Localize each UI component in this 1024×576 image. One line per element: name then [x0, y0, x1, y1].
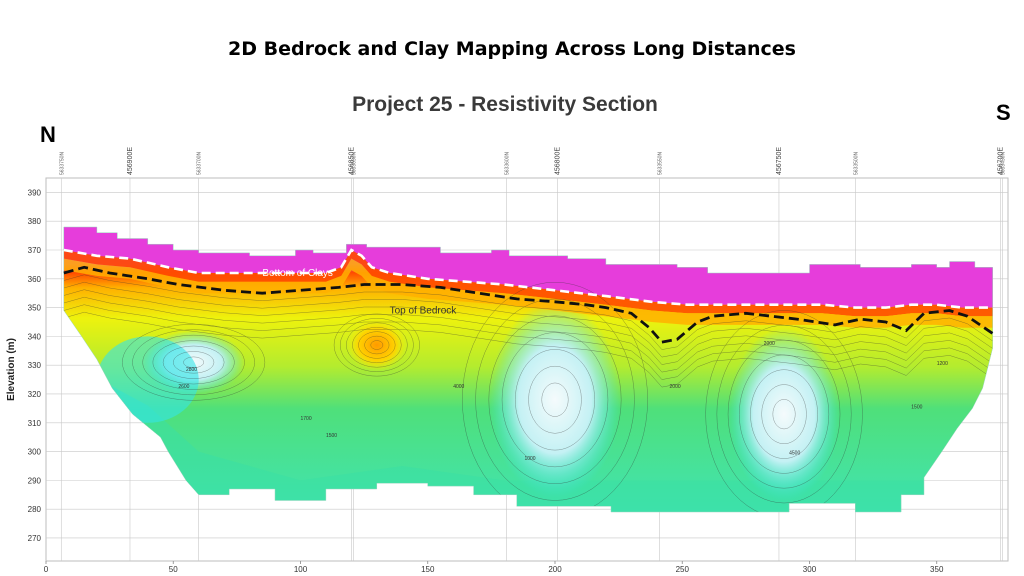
south-label: S [996, 100, 1011, 125]
coordinate-label: 5633700N [197, 152, 203, 175]
x-tick-label: 200 [548, 565, 562, 574]
conductive-low-center [346, 319, 408, 371]
contour-line [352, 327, 402, 364]
y-tick-label: 340 [28, 332, 42, 341]
contour-value-label: 2000 [764, 341, 775, 347]
contour-value-label: 1500 [326, 433, 337, 439]
contour-line [528, 365, 582, 434]
resistive-high-center [488, 301, 622, 498]
x-tick-label: 250 [676, 565, 690, 574]
section-outline [63, 226, 993, 513]
contour-line [750, 369, 818, 459]
coordinate-label: 5633450N [1000, 152, 1006, 175]
contour-line [541, 382, 569, 417]
x-tick-label: 350 [930, 565, 944, 574]
chart-title: Project 25 - Resistivity Section [352, 93, 658, 116]
coordinate-label: 456800E [555, 147, 562, 175]
contour-line [772, 399, 796, 430]
slide-title: 2D Bedrock and Clay Mapping Across Long … [228, 38, 796, 60]
contour-line [515, 349, 595, 451]
coordinate-label: 456900E [127, 147, 134, 175]
y-tick-label: 330 [28, 361, 42, 370]
x-tick-label: 0 [44, 565, 49, 574]
y-tick-label: 280 [28, 505, 42, 514]
coordinate-label: 5633600N [505, 152, 511, 175]
contour-line [358, 331, 396, 359]
contour-line [122, 324, 266, 401]
coordinate-label: 5633650N [351, 152, 357, 175]
y-tick-label: 290 [28, 476, 42, 485]
resistivity-section [63, 226, 994, 513]
contour-value-label: 4000 [453, 384, 464, 390]
contour-line [63, 274, 993, 350]
contour-line [462, 282, 648, 512]
contour-line [142, 334, 245, 390]
section-clip-group [63, 227, 993, 512]
y-tick-label: 300 [28, 448, 42, 457]
y-tick-label: 320 [28, 390, 42, 399]
contour-line [364, 335, 390, 355]
y-tick-label: 360 [28, 275, 42, 284]
y-tick-label: 350 [28, 304, 42, 313]
coordinate-label: 5633550N [657, 152, 663, 175]
x-tick-label: 100 [294, 565, 308, 574]
y-tick-label: 370 [28, 246, 42, 255]
coordinate-label: 456750E [776, 147, 783, 175]
contour-line [346, 322, 408, 368]
contour-line [63, 281, 993, 358]
contour-line [132, 329, 255, 396]
contour-line [183, 356, 205, 368]
contour-value-label: 4500 [789, 450, 800, 456]
coordinate-label: 5633500N [853, 152, 859, 175]
contour-line [63, 311, 993, 388]
contour-value-label: 1000 [524, 456, 535, 462]
contour-value-label: 1200 [937, 361, 948, 367]
contour-value-label: 1500 [911, 404, 922, 410]
contour-line [162, 345, 225, 379]
contour-line [370, 340, 384, 350]
contour-line [152, 340, 235, 385]
contour-line [761, 384, 807, 444]
axes: 270 280 290 300 310 320 330 340 350 360 370 380 390 0… [6, 188, 944, 574]
y-tick-label: 310 [28, 419, 42, 428]
contour-line [339, 318, 414, 372]
contour-line [63, 304, 993, 380]
contour-line [173, 351, 215, 374]
contour-value-label: 2000 [670, 384, 681, 390]
x-tick-label: 50 [169, 565, 178, 574]
annotation-label: Top of Bedrock [390, 305, 458, 316]
contour-lines [63, 274, 993, 512]
resistive-high-south [728, 327, 841, 501]
clay-layer [63, 227, 993, 308]
coordinate-label: 456850E [348, 147, 355, 175]
x-tick-label: 150 [421, 565, 435, 574]
x-tick-label: 300 [803, 565, 817, 574]
y-tick-label: 380 [28, 217, 42, 226]
contour-line [488, 315, 622, 484]
contour-line [63, 289, 993, 365]
conductive-band [63, 250, 993, 317]
top-of-bedrock-line [63, 265, 994, 344]
annotations: Bottom of Clays Top of Bedrock 2800 2600 170… [178, 268, 948, 462]
coordinate-label: 456700E [997, 147, 1004, 175]
contour-value-label: 2800 [186, 367, 197, 373]
bottom-of-clays-line [63, 248, 993, 309]
contour-value-label: 1700 [300, 416, 311, 422]
contour-line [63, 296, 993, 373]
north-label: N [40, 122, 56, 147]
contour-line [475, 298, 635, 501]
y-tick-label: 390 [28, 188, 42, 197]
y-axis-label: Elevation (m) [6, 338, 17, 401]
contour-line [705, 310, 863, 512]
contour-value-label: 2600 [178, 384, 189, 390]
y-tick-label: 270 [28, 534, 42, 543]
contour-line [333, 313, 420, 377]
contour-line [501, 332, 609, 468]
coordinate-label: 5633750N [59, 152, 65, 175]
annotation-label: Bottom of Clays [262, 268, 333, 279]
